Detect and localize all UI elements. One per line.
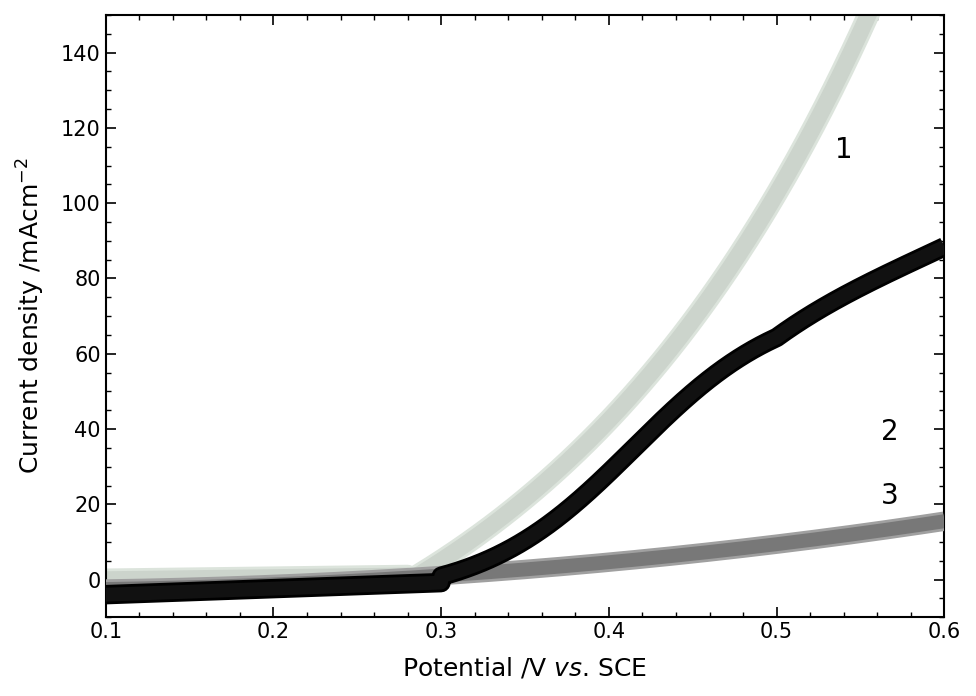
Text: 1: 1 [835,136,853,164]
X-axis label: Potential /V $\it{vs}$. SCE: Potential /V $\it{vs}$. SCE [402,656,648,681]
Text: 2: 2 [880,418,898,446]
Text: 3: 3 [880,482,898,510]
Y-axis label: Current density /mAcm$^{-2}$: Current density /mAcm$^{-2}$ [15,158,47,475]
